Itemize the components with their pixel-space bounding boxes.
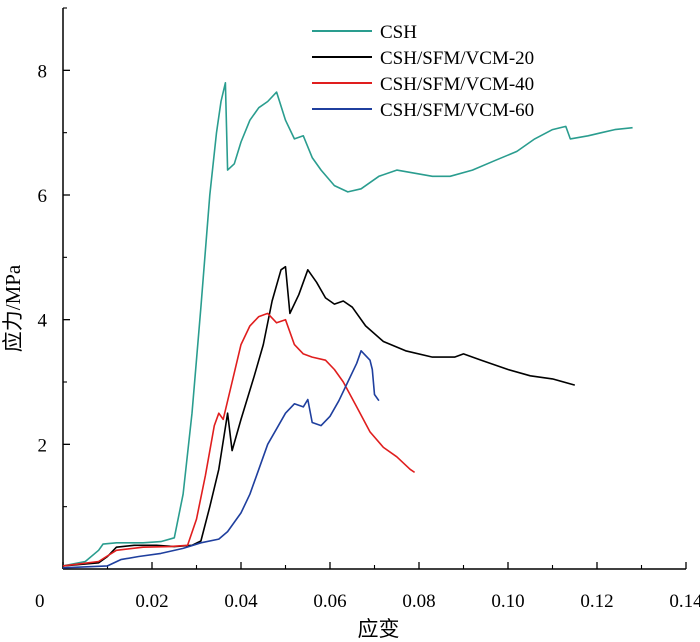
series-line-3 <box>62 312 416 567</box>
x-tick-label: 0.04 <box>224 591 258 612</box>
legend-label-3: CSH/SFM/VCM-40 <box>380 74 534 95</box>
y-axis-title: 应力/MPa <box>1 264 25 352</box>
x-axis-title: 应变 <box>358 617 400 641</box>
legend: CSH CSH/SFM/VCM-20 CSH/SFM/VCM-40 CSH/SFM/V… <box>312 22 534 121</box>
series-line-1 <box>62 82 633 567</box>
x-tick-label: 0.02 <box>135 591 168 612</box>
series-line-2 <box>62 265 576 567</box>
legend-label-1: CSH <box>380 22 417 43</box>
axes: 0 0.02 0.04 0.06 0.08 0.10 0.12 0.14 2 4 6 8 <box>35 7 700 612</box>
y-tick-label: 4 <box>38 311 48 332</box>
legend-label-2: CSH/SFM/VCM-20 <box>380 48 534 69</box>
x-tick-label: 0.08 <box>402 591 435 612</box>
x-tick-label: 0.06 <box>313 591 346 612</box>
x-tick-label: 0.14 <box>669 591 700 612</box>
y-tick-label: 6 <box>38 186 48 207</box>
x-tick-label: 0.12 <box>580 591 613 612</box>
legend-label-4: CSH/SFM/VCM-60 <box>380 100 534 121</box>
x-tick-label: 0.10 <box>491 591 524 612</box>
y-tick-label: 2 <box>38 435 48 456</box>
series-line-4 <box>62 350 380 569</box>
series-layer <box>62 82 633 569</box>
y-tick-label: 8 <box>38 61 48 82</box>
x-tick-label: 0 <box>35 591 45 612</box>
